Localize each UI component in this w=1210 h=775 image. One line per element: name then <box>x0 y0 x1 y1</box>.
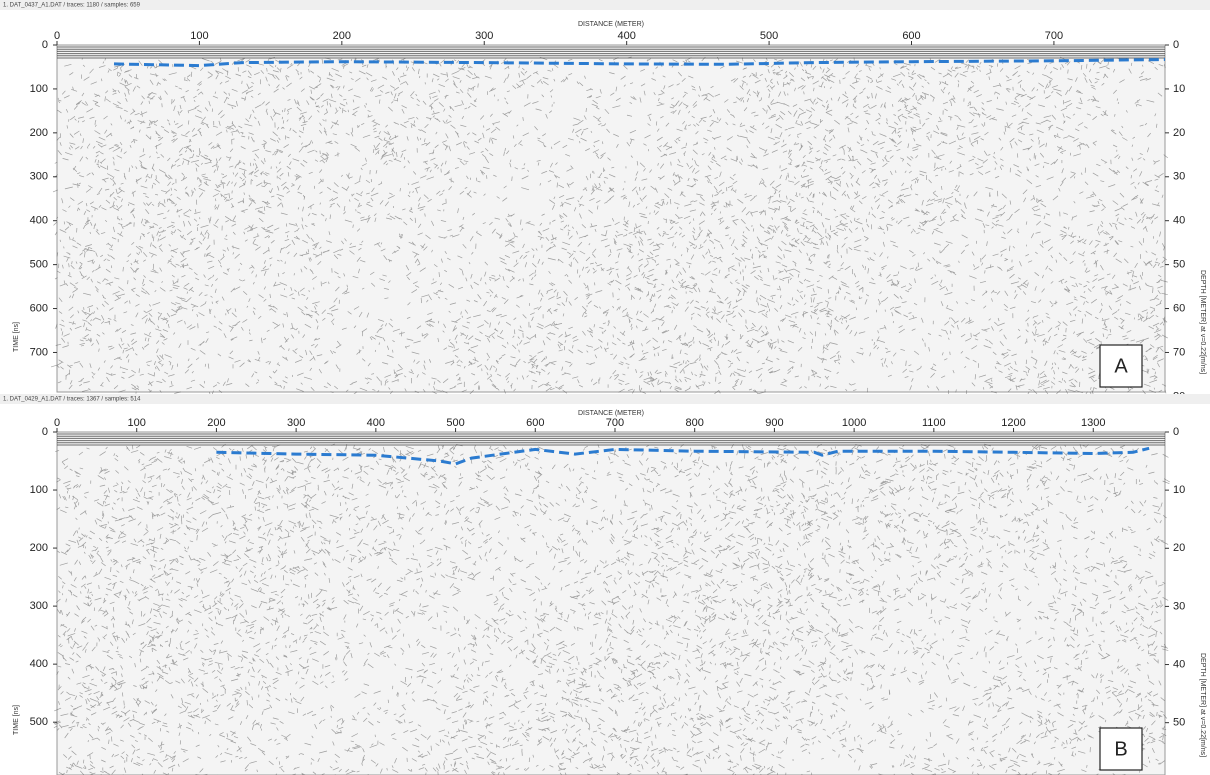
x-tick-label: 1200 <box>1001 417 1025 429</box>
y-axis-label: TIME [ns] <box>13 705 20 735</box>
annotation-label: B <box>1114 738 1127 760</box>
x-axis-label: DISTANCE (METER) <box>578 21 644 28</box>
x-tick-label: 700 <box>606 417 624 429</box>
y2-tick-label: 50 <box>1173 717 1185 729</box>
x-tick-label: 300 <box>287 417 305 429</box>
y-tick-label: 400 <box>30 658 48 670</box>
y2-axis-label: DEPTH [METER] at v=0.22[m/ns] <box>1199 653 1206 757</box>
x-tick-label: 500 <box>446 417 464 429</box>
x-tick-label: 800 <box>686 417 704 429</box>
x-tick-label: 200 <box>207 417 225 429</box>
y2-axis-label: DEPTH [METER] at v=0.22[m/ns] <box>1199 270 1206 374</box>
y2-tick-label: 0 <box>1173 426 1179 438</box>
x-tick-label: 200 <box>333 30 351 42</box>
x-tick-label: 100 <box>190 30 208 42</box>
x-tick-label: 100 <box>128 417 146 429</box>
file-header: 1. DAT_0429_A1.DAT / traces: 1367 / samp… <box>3 397 141 403</box>
y-tick-label: 700 <box>30 346 48 358</box>
y-tick-label: 100 <box>30 83 48 95</box>
y-tick-label: 600 <box>30 302 48 314</box>
y-tick-label: 400 <box>30 215 48 227</box>
x-tick-label: 400 <box>617 30 635 42</box>
y-tick-label: 500 <box>30 259 48 271</box>
x-tick-label: 0 <box>54 30 60 42</box>
header-bar <box>0 0 1210 10</box>
x-tick-label: 400 <box>367 417 385 429</box>
x-tick-label: 700 <box>1045 30 1063 42</box>
x-tick-label: 600 <box>526 417 544 429</box>
x-axis-label: DISTANCE (METER) <box>578 410 644 417</box>
y2-tick-label: 60 <box>1173 302 1185 314</box>
x-tick-label: 1000 <box>842 417 866 429</box>
y-tick-label: 0 <box>42 426 48 438</box>
x-tick-label: 500 <box>760 30 778 42</box>
y2-tick-label: 40 <box>1173 658 1185 670</box>
y-tick-label: 300 <box>30 171 48 183</box>
y2-tick-label: 20 <box>1173 127 1185 139</box>
y2-tick-label: 30 <box>1173 171 1185 183</box>
y-tick-label: 300 <box>30 600 48 612</box>
y-axis-label: TIME [ns] <box>13 322 20 352</box>
y-tick-label: 500 <box>30 716 48 728</box>
x-tick-label: 900 <box>765 417 783 429</box>
x-tick-label: 1100 <box>922 417 946 429</box>
header-bar <box>0 394 1210 404</box>
y-tick-label: 200 <box>30 542 48 554</box>
y2-tick-label: 10 <box>1173 484 1185 496</box>
y2-tick-label: 0 <box>1173 39 1179 51</box>
y2-tick-label: 30 <box>1173 600 1185 612</box>
y2-tick-label: 10 <box>1173 83 1185 95</box>
plot-area <box>57 45 1165 392</box>
file-header: 1. DAT_0437_A1.DAT / traces: 1180 / samp… <box>3 3 141 9</box>
y2-tick-label: 40 <box>1173 215 1185 227</box>
y2-tick-label: 70 <box>1173 346 1185 358</box>
annotation-label: A <box>1114 355 1128 377</box>
x-tick-label: 600 <box>902 30 920 42</box>
y2-tick-label: 20 <box>1173 542 1185 554</box>
radargram-viewer: 1. DAT_0437_A1.DAT / traces: 1180 / samp… <box>0 0 1210 775</box>
y-tick-label: 100 <box>30 484 48 496</box>
x-tick-label: 0 <box>54 417 60 429</box>
y-tick-label: 0 <box>42 39 48 51</box>
y-tick-label: 200 <box>30 127 48 139</box>
y2-tick-label: 50 <box>1173 259 1185 271</box>
x-tick-label: 1300 <box>1081 417 1105 429</box>
x-tick-label: 300 <box>475 30 493 42</box>
